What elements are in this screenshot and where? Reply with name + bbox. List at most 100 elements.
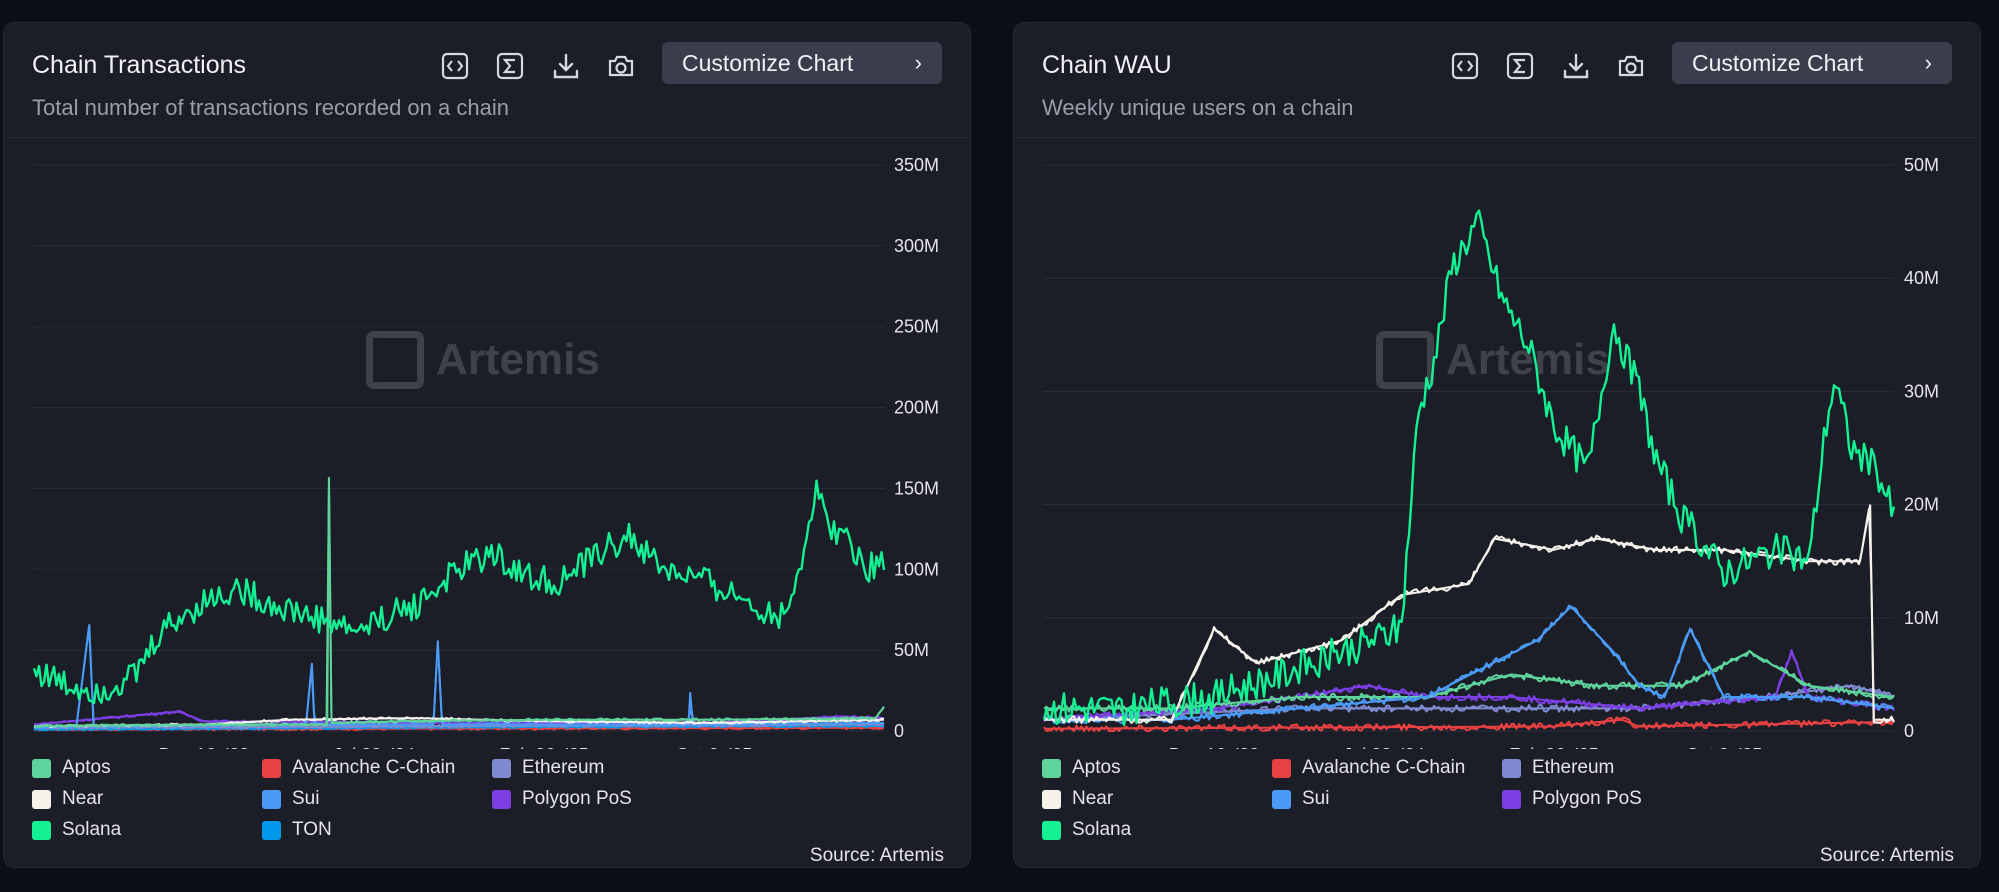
sigma-icon bbox=[1505, 51, 1535, 86]
legend-swatch bbox=[32, 820, 51, 840]
legend-swatch bbox=[1272, 789, 1291, 809]
y-tick-label: 20M bbox=[1904, 495, 1939, 515]
chart-subtitle: Total number of transactions recorded on… bbox=[32, 95, 509, 120]
series-line-near bbox=[1043, 507, 1895, 724]
legend-swatch bbox=[262, 758, 281, 778]
chart-subtitle: Weekly unique users on a chain bbox=[1042, 95, 1354, 120]
series-line-aptos bbox=[1043, 649, 1895, 713]
legend-item[interactable]: Ethereum bbox=[1502, 757, 1614, 779]
screenshot-button[interactable] bbox=[602, 49, 640, 87]
legend-label: Ethereum bbox=[522, 757, 605, 778]
series-line-solana bbox=[32, 479, 886, 705]
legend-item[interactable]: Sui bbox=[262, 788, 319, 810]
camera-icon bbox=[606, 51, 636, 86]
y-tick-label: 0 bbox=[894, 721, 904, 741]
customize-chart-button[interactable]: Customize Chart › bbox=[662, 42, 942, 84]
legend-label: Solana bbox=[62, 819, 122, 840]
formula-button[interactable] bbox=[491, 49, 529, 87]
legend-swatch bbox=[32, 758, 51, 778]
download-button[interactable] bbox=[1557, 49, 1595, 87]
series-spike-near bbox=[1044, 504, 1894, 721]
y-tick-label: 50M bbox=[1904, 155, 1939, 175]
x-tick-label: Oct 3, '25 bbox=[676, 745, 752, 749]
legend-label: Near bbox=[1072, 788, 1114, 809]
legend-label: Aptos bbox=[1072, 757, 1121, 778]
source-label: Source: Artemis bbox=[809, 845, 944, 866]
legend-item[interactable]: Near bbox=[32, 788, 103, 810]
legend-item[interactable]: Ethereum bbox=[492, 757, 604, 779]
legend-item[interactable]: Polygon PoS bbox=[1502, 788, 1642, 810]
y-tick-label: 30M bbox=[1904, 381, 1939, 401]
legend-swatch bbox=[262, 789, 281, 809]
chart-legend: Aptos Avalanche C-Chain Ethereum Near Sui Pol… bbox=[32, 757, 932, 857]
embed-button[interactable] bbox=[1446, 49, 1484, 87]
series-spike-sui bbox=[1044, 605, 1895, 721]
chevron-right-icon: › bbox=[914, 50, 922, 75]
header-divider bbox=[4, 137, 970, 138]
header-divider bbox=[1014, 137, 1980, 138]
y-tick-label: 40M bbox=[1904, 268, 1939, 288]
x-tick-label: Oct 3, '25 bbox=[1686, 745, 1762, 749]
legend-label: Polygon PoS bbox=[1532, 788, 1642, 809]
y-tick-label: 300M bbox=[894, 236, 939, 256]
chart-title: Chain Transactions bbox=[32, 51, 247, 79]
series-spike-aptos bbox=[1044, 650, 1895, 710]
chain-transactions-panel: Chain Transactions Total number of trans… bbox=[3, 22, 971, 868]
y-tick-label: 350M bbox=[894, 155, 939, 175]
embed-button[interactable] bbox=[436, 49, 474, 87]
legend-item[interactable]: TON bbox=[262, 819, 332, 841]
legend-swatch bbox=[262, 820, 281, 840]
chart-legend: Aptos Avalanche C-Chain Ethereum Near Sui Pol… bbox=[1042, 757, 1942, 857]
series-line-aptos bbox=[33, 480, 885, 729]
y-tick-label: 50M bbox=[894, 640, 929, 660]
legend-label: Avalanche C-Chain bbox=[1302, 757, 1466, 778]
customize-chart-button[interactable]: Customize Chart › bbox=[1672, 42, 1952, 84]
legend-label: Sui bbox=[1302, 788, 1330, 809]
legend-swatch bbox=[492, 758, 511, 778]
x-tick-label: Dec 16, '23 bbox=[1169, 745, 1260, 749]
code-icon bbox=[440, 51, 470, 86]
legend-item[interactable]: Solana bbox=[32, 819, 121, 841]
legend-label: Ethereum bbox=[1532, 757, 1615, 778]
y-tick-label: 0 bbox=[1904, 721, 1914, 741]
series-spike-polygon-pos bbox=[1043, 648, 1895, 721]
legend-item[interactable]: Near bbox=[1042, 788, 1113, 810]
download-icon bbox=[551, 51, 581, 86]
chevron-right-icon: › bbox=[1924, 50, 1932, 75]
wau-chart: 0 10M 20M 30M 40M 50M Dec 16, '23 Jul 22, '24 Fe… bbox=[1042, 155, 1939, 749]
download-button[interactable] bbox=[547, 49, 585, 87]
legend-swatch bbox=[32, 789, 51, 809]
formula-button[interactable] bbox=[1501, 49, 1539, 87]
series-spike-ethereum bbox=[1043, 684, 1895, 721]
download-icon bbox=[1561, 51, 1591, 86]
legend-swatch bbox=[1042, 758, 1061, 778]
series-spike-avalanche-c-chain bbox=[1043, 718, 1895, 730]
customize-chart-label: Customize Chart bbox=[1692, 49, 1864, 76]
legend-label: Polygon PoS bbox=[522, 788, 632, 809]
transactions-chart: 0 50M 100M 150M 200M 250M 300M 350M Dec 16, '23 J… bbox=[32, 155, 939, 749]
x-tick-label: Feb 26, '25 bbox=[499, 745, 589, 749]
series-spike-aptos bbox=[33, 477, 885, 728]
legend-item[interactable]: Aptos bbox=[32, 757, 111, 779]
legend-swatch bbox=[1042, 789, 1061, 809]
legend-item[interactable]: Polygon PoS bbox=[492, 788, 632, 810]
legend-label: Near bbox=[62, 788, 104, 809]
legend-item[interactable]: Aptos bbox=[1042, 757, 1121, 779]
y-tick-label: 150M bbox=[894, 478, 939, 498]
legend-swatch bbox=[1272, 758, 1291, 778]
legend-item[interactable]: Sui bbox=[1272, 788, 1329, 810]
x-tick-label: Feb 26, '25 bbox=[1509, 745, 1599, 749]
legend-label: Avalanche C-Chain bbox=[292, 757, 456, 778]
y-tick-label: 250M bbox=[894, 317, 939, 337]
chain-wau-panel: Chain WAU Weekly unique users on a chain… bbox=[1013, 22, 1981, 868]
legend-item[interactable]: Solana bbox=[1042, 819, 1131, 841]
screenshot-button[interactable] bbox=[1612, 49, 1650, 87]
sigma-icon bbox=[495, 51, 525, 86]
y-tick-label: 200M bbox=[894, 398, 939, 418]
series-line-ethereum bbox=[1043, 683, 1895, 724]
legend-swatch bbox=[1042, 820, 1061, 840]
legend-item[interactable]: Avalanche C-Chain bbox=[262, 757, 455, 779]
series-spike-sui bbox=[33, 624, 885, 729]
legend-swatch bbox=[1502, 758, 1521, 778]
legend-item[interactable]: Avalanche C-Chain bbox=[1272, 757, 1465, 779]
